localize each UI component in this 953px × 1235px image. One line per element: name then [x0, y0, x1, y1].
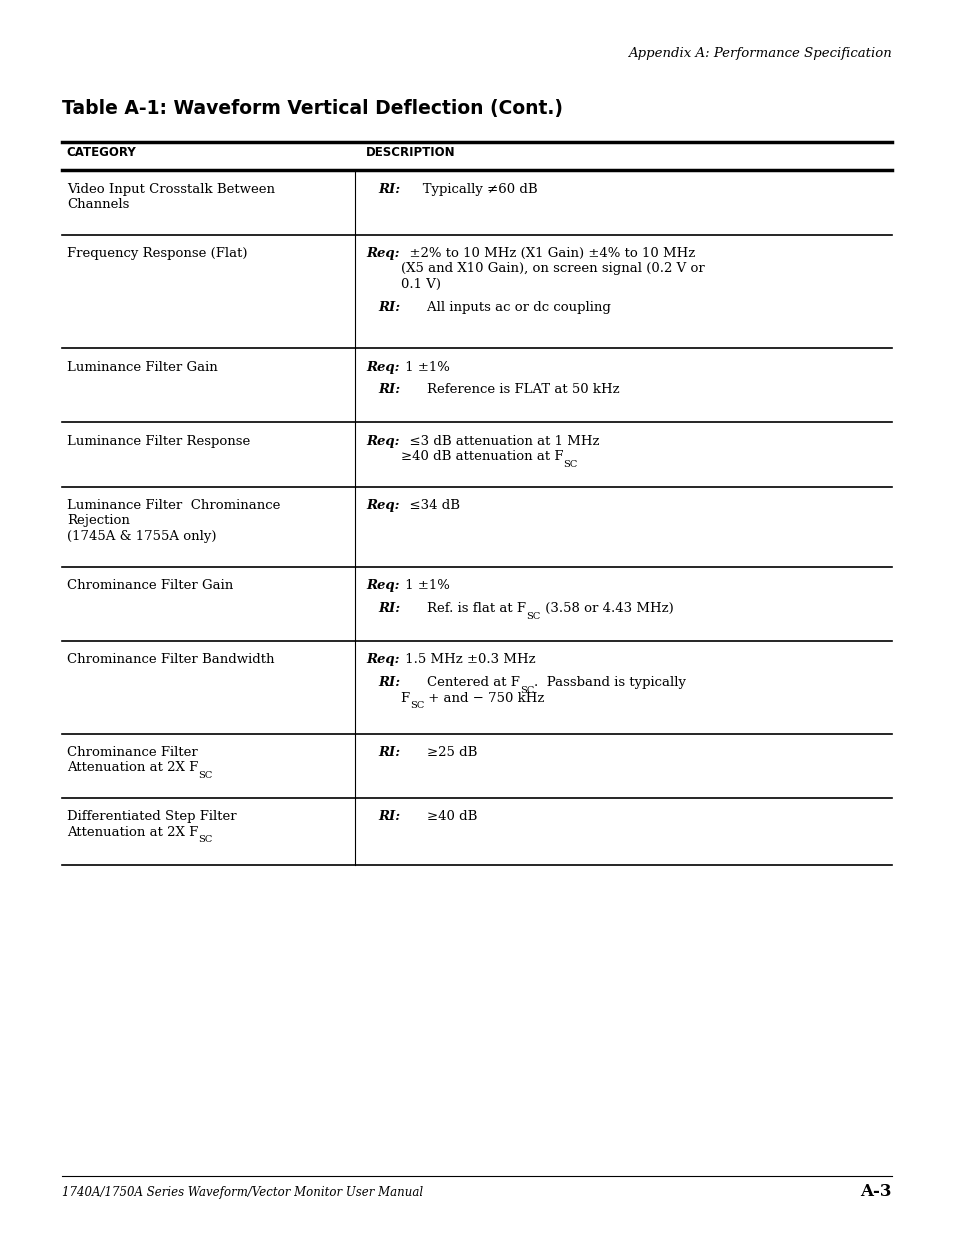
Text: 0.1 V): 0.1 V): [400, 278, 440, 291]
Text: Req:: Req:: [366, 579, 399, 593]
Text: CATEGORY: CATEGORY: [67, 146, 136, 159]
Text: 1 ±1%: 1 ±1%: [400, 579, 449, 593]
Text: 1 ±1%: 1 ±1%: [400, 361, 449, 374]
Text: 1740A/1750A Series Waveform/Vector Monitor User Manual: 1740A/1750A Series Waveform/Vector Monit…: [62, 1186, 423, 1199]
Text: .  Passband is typically: . Passband is typically: [534, 677, 686, 689]
Text: Chrominance Filter Bandwidth: Chrominance Filter Bandwidth: [67, 653, 274, 667]
Text: (X5 and X10 Gain), on screen signal (0.2 V or: (X5 and X10 Gain), on screen signal (0.2…: [400, 263, 703, 275]
Text: + and − 750 kHz: + and − 750 kHz: [424, 692, 544, 705]
Text: Channels: Channels: [67, 199, 129, 211]
Text: SC: SC: [410, 701, 424, 710]
Text: SC: SC: [519, 687, 534, 695]
Text: SC: SC: [198, 771, 213, 781]
Text: RI:: RI:: [378, 301, 400, 314]
Text: (3.58 or 4.43 MHz): (3.58 or 4.43 MHz): [540, 603, 673, 615]
Text: RI:: RI:: [378, 183, 400, 196]
Text: Luminance Filter  Chrominance: Luminance Filter Chrominance: [67, 499, 280, 513]
Text: DESCRIPTION: DESCRIPTION: [366, 146, 456, 159]
Text: ≥25 dB: ≥25 dB: [410, 746, 477, 760]
Text: Centered at F: Centered at F: [410, 677, 519, 689]
Text: Chrominance Filter Gain: Chrominance Filter Gain: [67, 579, 233, 593]
Text: Req:: Req:: [366, 499, 399, 513]
Text: RI:: RI:: [378, 746, 400, 760]
Text: RI:: RI:: [378, 603, 400, 615]
Text: RI:: RI:: [378, 810, 400, 824]
Text: Reference is FLAT at 50 kHz: Reference is FLAT at 50 kHz: [410, 383, 619, 396]
Text: Req:: Req:: [366, 361, 399, 374]
Text: Luminance Filter Response: Luminance Filter Response: [67, 435, 250, 448]
Text: Ref. is flat at F: Ref. is flat at F: [410, 603, 526, 615]
Text: All inputs ac or dc coupling: All inputs ac or dc coupling: [410, 301, 611, 314]
Text: Chrominance Filter: Chrominance Filter: [67, 746, 197, 760]
Text: ≥40 dB attenuation at F: ≥40 dB attenuation at F: [400, 451, 562, 463]
Text: ≥40 dB: ≥40 dB: [410, 810, 477, 824]
Text: Attenuation at 2X F: Attenuation at 2X F: [67, 761, 198, 774]
Text: Table A-1: Waveform Vertical Deflection (Cont.): Table A-1: Waveform Vertical Deflection …: [62, 99, 562, 117]
Text: RI:: RI:: [378, 677, 400, 689]
Text: Req:: Req:: [366, 435, 399, 448]
Text: 1.5 MHz ±0.3 MHz: 1.5 MHz ±0.3 MHz: [400, 653, 535, 667]
Text: Req:: Req:: [366, 653, 399, 667]
Text: Video Input Crosstalk Between: Video Input Crosstalk Between: [67, 183, 274, 196]
Text: Luminance Filter Gain: Luminance Filter Gain: [67, 361, 217, 374]
Text: Req:: Req:: [366, 247, 399, 261]
Text: A-3: A-3: [860, 1183, 891, 1200]
Text: SC: SC: [198, 835, 213, 845]
Text: SC: SC: [562, 461, 577, 469]
Text: ≤3 dB attenuation at 1 MHz: ≤3 dB attenuation at 1 MHz: [400, 435, 598, 448]
Text: ≤34 dB: ≤34 dB: [400, 499, 459, 513]
Text: Appendix A: Performance Specification: Appendix A: Performance Specification: [628, 47, 891, 61]
Text: Typically ≠60 dB: Typically ≠60 dB: [410, 183, 537, 196]
Text: Differentiated Step Filter: Differentiated Step Filter: [67, 810, 236, 824]
Text: RI:: RI:: [378, 383, 400, 396]
Text: ±2% to 10 MHz (X1 Gain) ±4% to 10 MHz: ±2% to 10 MHz (X1 Gain) ±4% to 10 MHz: [400, 247, 694, 261]
Text: (1745A & 1755A only): (1745A & 1755A only): [67, 530, 216, 543]
Text: Attenuation at 2X F: Attenuation at 2X F: [67, 825, 198, 839]
Text: Frequency Response (Flat): Frequency Response (Flat): [67, 247, 247, 261]
Text: SC: SC: [526, 613, 540, 621]
Text: F: F: [400, 692, 410, 705]
Text: Rejection: Rejection: [67, 515, 130, 527]
